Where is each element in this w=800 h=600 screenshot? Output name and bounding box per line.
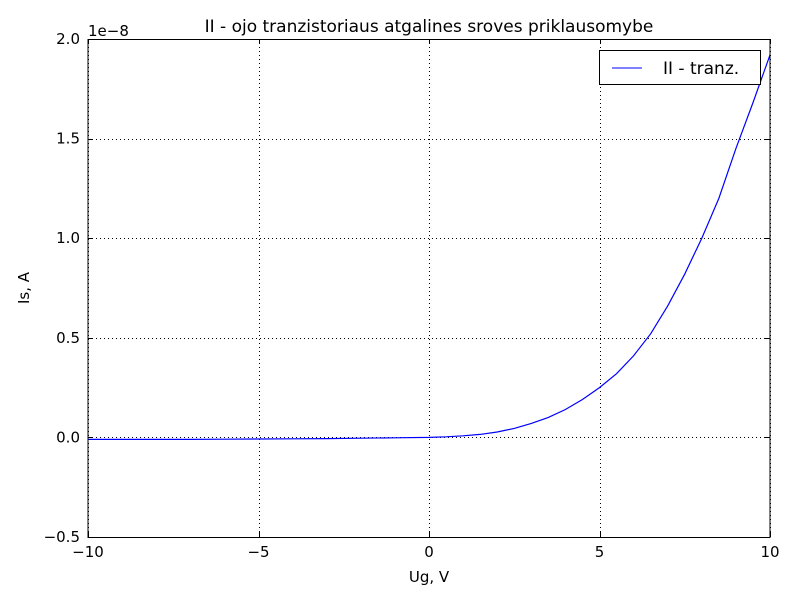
series-layer <box>88 54 771 440</box>
y-tick-label: 1.0 <box>56 229 80 247</box>
y-tick-label: −0.5 <box>44 528 80 546</box>
x-tick-label: −10 <box>72 543 104 561</box>
legend: II - tranz. <box>599 50 761 85</box>
ticks: −10 −5 0 5 10 −0.5 0.0 0.5 1.0 1.5 2.0 <box>44 30 780 561</box>
y-tick-label: 0.5 <box>56 329 80 347</box>
legend-label: II - tranz. <box>663 59 739 79</box>
y-tick-label: 1.5 <box>56 130 80 148</box>
y-axis-offset-text: 1e−8 <box>88 22 129 40</box>
series-line <box>88 54 771 440</box>
x-axis-label: Ug, V <box>409 568 450 586</box>
x-tick-label: −5 <box>247 543 269 561</box>
y-tick-label: 2.0 <box>56 30 80 48</box>
chart-title: II - ojo tranzistoriaus atgalines sroves… <box>205 17 654 37</box>
x-tick-label: 0 <box>424 543 434 561</box>
x-tick-label: 10 <box>760 543 779 561</box>
y-tick-label: 0.0 <box>56 428 80 446</box>
x-tick-label: 5 <box>595 543 605 561</box>
y-axis-label: Is, A <box>15 271 33 304</box>
